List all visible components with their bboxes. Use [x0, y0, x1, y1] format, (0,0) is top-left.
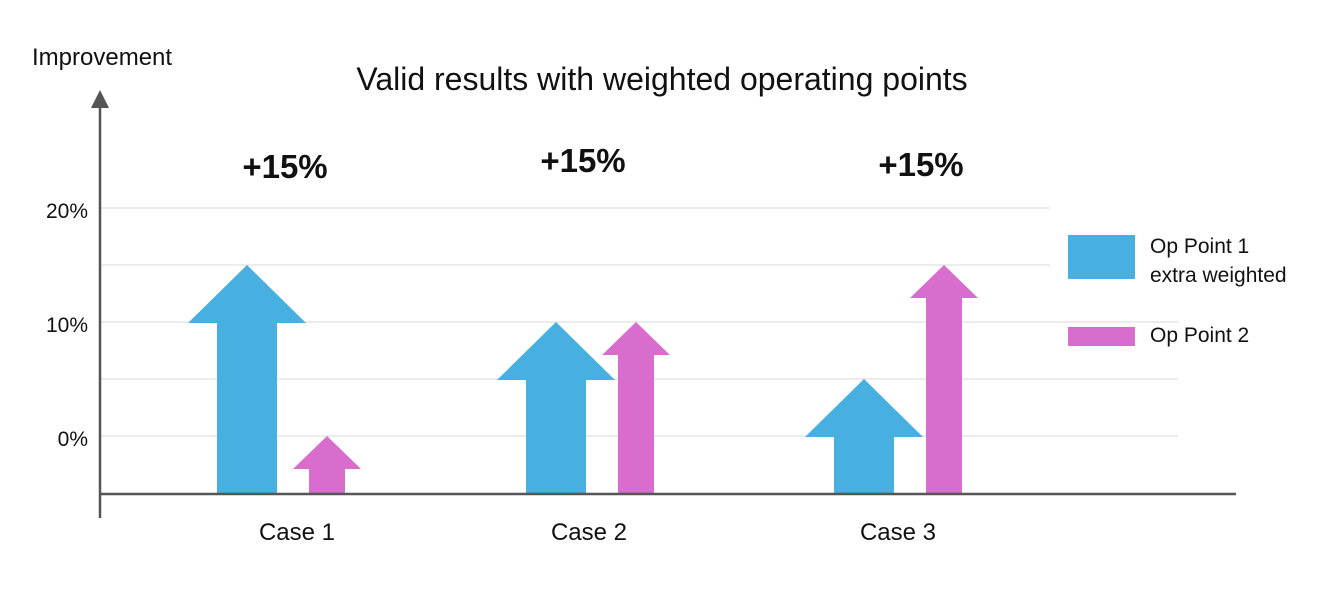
- y-axis-label: Improvement: [32, 44, 172, 71]
- legend-label-op-point-1: Op Point 1 extra weighted: [1150, 235, 1287, 287]
- y-tick-label: 10%: [46, 314, 88, 337]
- y-tick-label: 0%: [58, 428, 88, 451]
- arrow-bar-op-point-2: [602, 322, 670, 494]
- category-label: Case 2: [551, 519, 627, 546]
- arrow-bar-op-point-2: [910, 265, 978, 494]
- y-tick-labels: 20% 10% 0%: [46, 200, 88, 451]
- legend-swatch-op-point-1: [1068, 235, 1135, 279]
- legend-label-op-point-2: Op Point 2: [1150, 324, 1249, 347]
- arrow-bar-op-point-2: [293, 436, 361, 494]
- y-tick-label: 20%: [46, 200, 88, 223]
- category-label: Case 1: [259, 519, 335, 546]
- legend-line: Op Point 1: [1150, 235, 1249, 258]
- legend: Op Point 1 extra weighted Op Point 2: [1068, 235, 1287, 347]
- bars: [188, 265, 978, 494]
- annotation-label: +15%: [540, 142, 625, 179]
- arrow-bar-op-point-1: [497, 322, 615, 494]
- category-labels: Case 1 Case 2 Case 3: [259, 519, 936, 546]
- arrow-bar-op-point-1: [188, 265, 306, 494]
- y-axis-arrowhead: [91, 90, 109, 108]
- annotation-label: +15%: [242, 148, 327, 185]
- chart-title: Valid results with weighted operating po…: [356, 61, 967, 97]
- category-label: Case 3: [860, 519, 936, 546]
- legend-line: extra weighted: [1150, 264, 1287, 287]
- annotation-label: +15%: [878, 146, 963, 183]
- improvement-annotations: +15% +15% +15%: [242, 142, 963, 185]
- arrow-bar-op-point-1: [805, 379, 923, 494]
- legend-swatch-op-point-2: [1068, 327, 1135, 346]
